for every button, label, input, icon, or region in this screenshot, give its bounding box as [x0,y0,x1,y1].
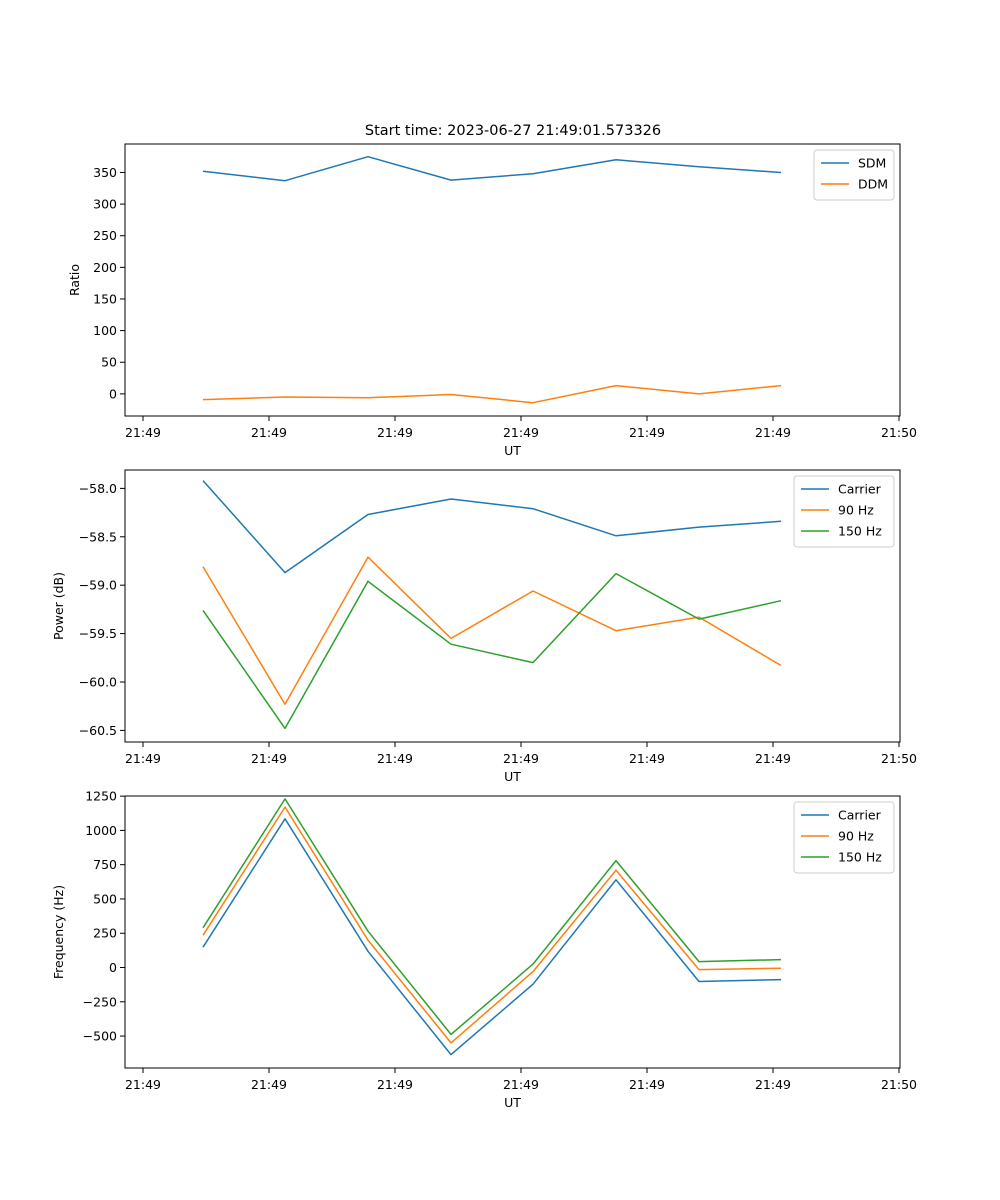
x-tick-label: 21:49 [503,425,539,440]
legend-label: Carrier [838,808,882,823]
y-tick-label: −500 [83,1029,117,1044]
axes-frame [124,469,901,743]
y-tick-label: 350 [93,165,117,180]
x-tick-label: 21:49 [125,1077,161,1092]
y-tick-label: 500 [93,891,117,906]
x-tick-label: 21:49 [251,425,287,440]
y-tick-label: −58.5 [79,529,117,544]
y-tick-label: 300 [93,197,117,212]
legend-label: 150 Hz [838,524,882,539]
x-tick-label: 21:50 [881,425,917,440]
axes-frame [124,143,901,417]
ratio-panel: 0 50 100 150 200 250 300 350 21:49 21:49 21:49 21:4… [67,143,917,458]
y-tick-label: −60.5 [79,723,117,738]
x-tick-label: 21:49 [377,751,413,766]
x-tick-label: 21:49 [251,751,287,766]
x-tick-label: 21:49 [377,1077,413,1092]
y-tick-label: −59.0 [79,578,117,593]
y-tick-label: 250 [93,228,117,243]
y-tick-label: −59.5 [79,626,117,641]
y-axis-label: Power (dB) [51,572,66,640]
x-axis-label: UT [504,1095,521,1110]
y-tick-label: 0 [109,386,117,401]
series-line-90-hz [202,556,782,705]
figure-title: Start time: 2023-06-27 21:49:01.573326 [365,123,661,139]
y-tick-label: 1000 [85,823,117,838]
x-tick-label: 21:49 [755,425,791,440]
x-tick-label: 21:49 [629,425,665,440]
series-line-90-hz [202,806,782,1044]
y-tick-label: 150 [93,291,117,306]
axes-frame [124,795,901,1069]
legend-label: DDM [858,177,888,192]
x-tick-label: 21:49 [125,751,161,766]
y-tick-label: 1250 [85,789,117,804]
y-tick-label: 200 [93,260,117,275]
y-tick-label: 0 [109,960,117,975]
x-tick-label: 21:49 [251,1077,287,1092]
y-tick-label: 750 [93,857,117,872]
x-tick-label: 21:49 [755,751,791,766]
y-tick-label: 50 [101,355,117,370]
legend-label: 150 Hz [838,850,882,865]
y-tick-label: −60.0 [79,674,117,689]
y-tick-label: −250 [83,994,117,1009]
legend-box [793,475,895,548]
power-panel: −60.5 −60.0 −59.5 −59.0 −58.5 −58.0 21:49 21:49… [51,469,917,784]
legend-box [793,801,895,874]
x-tick-label: 21:50 [881,751,917,766]
x-tick-label: 21:50 [881,1077,917,1092]
x-tick-label: 21:49 [377,425,413,440]
legend-label: 90 Hz [838,829,874,844]
legend-label: Carrier [838,482,882,497]
series-line-ddm [202,384,782,404]
frequency-panel: −500 −250 0 250 500 750 1000 1250 21:49 21:49 21:4… [51,789,917,1110]
series-line-150-hz [202,572,782,730]
x-tick-label: 21:49 [125,425,161,440]
x-tick-label: 21:49 [755,1077,791,1092]
y-tick-label: −58.0 [79,481,117,496]
y-tick-label: 250 [93,926,117,941]
series-line-sdm [202,155,782,182]
y-axis-label: Ratio [67,264,82,296]
x-tick-label: 21:49 [503,1077,539,1092]
y-tick-label: 100 [93,323,117,338]
x-axis-label: UT [504,443,521,458]
series-line-carrier [202,818,782,1056]
series-line-150-hz [202,798,782,1036]
legend-label: SDM [858,156,886,171]
y-axis-label: Frequency (Hz) [51,885,66,979]
x-axis-label: UT [504,769,521,784]
x-tick-label: 21:49 [503,751,539,766]
x-tick-label: 21:49 [629,1077,665,1092]
legend-label: 90 Hz [838,503,874,518]
series-line-carrier [202,480,782,574]
x-tick-label: 21:49 [629,751,665,766]
